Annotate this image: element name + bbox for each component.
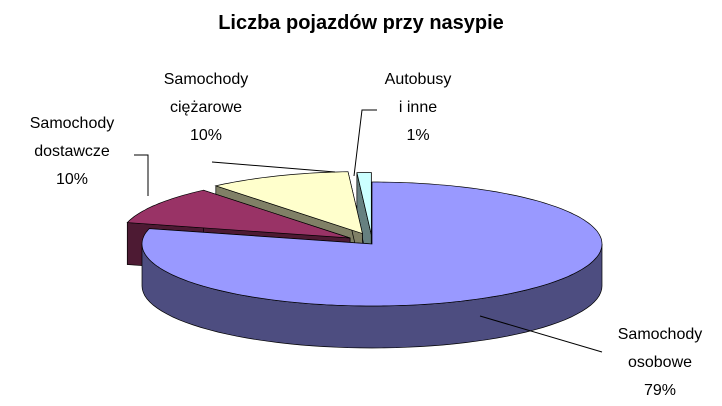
value-label: 79% bbox=[643, 382, 677, 399]
slice-label: Samochody ciężarowe 10% bbox=[156, 66, 256, 150]
slice-label: Samochody osobowe 79% bbox=[610, 321, 710, 405]
leader-line bbox=[353, 109, 377, 177]
category-label: Autobusy i inne bbox=[384, 71, 452, 116]
category-label: Samochody dostawcze bbox=[29, 115, 115, 160]
slice bbox=[356, 172, 372, 235]
leader-line bbox=[134, 154, 149, 196]
value-label: 1% bbox=[406, 127, 430, 144]
leader-line bbox=[211, 161, 336, 173]
chart-title: Liczba pojazdów przy nasypie bbox=[218, 12, 504, 34]
leader-line bbox=[479, 315, 603, 353]
category-label: Samochody osobowe bbox=[617, 326, 703, 371]
category-label: Samochody ciężarowe bbox=[163, 71, 249, 116]
slice-label: Samochody dostawcze 10% bbox=[22, 110, 122, 194]
slice bbox=[214, 171, 363, 235]
slice-label: Autobusy i inne 1% bbox=[383, 66, 453, 150]
value-label: 10% bbox=[189, 127, 223, 144]
value-label: 10% bbox=[55, 171, 89, 188]
slice bbox=[126, 189, 351, 239]
slice bbox=[141, 181, 603, 307]
